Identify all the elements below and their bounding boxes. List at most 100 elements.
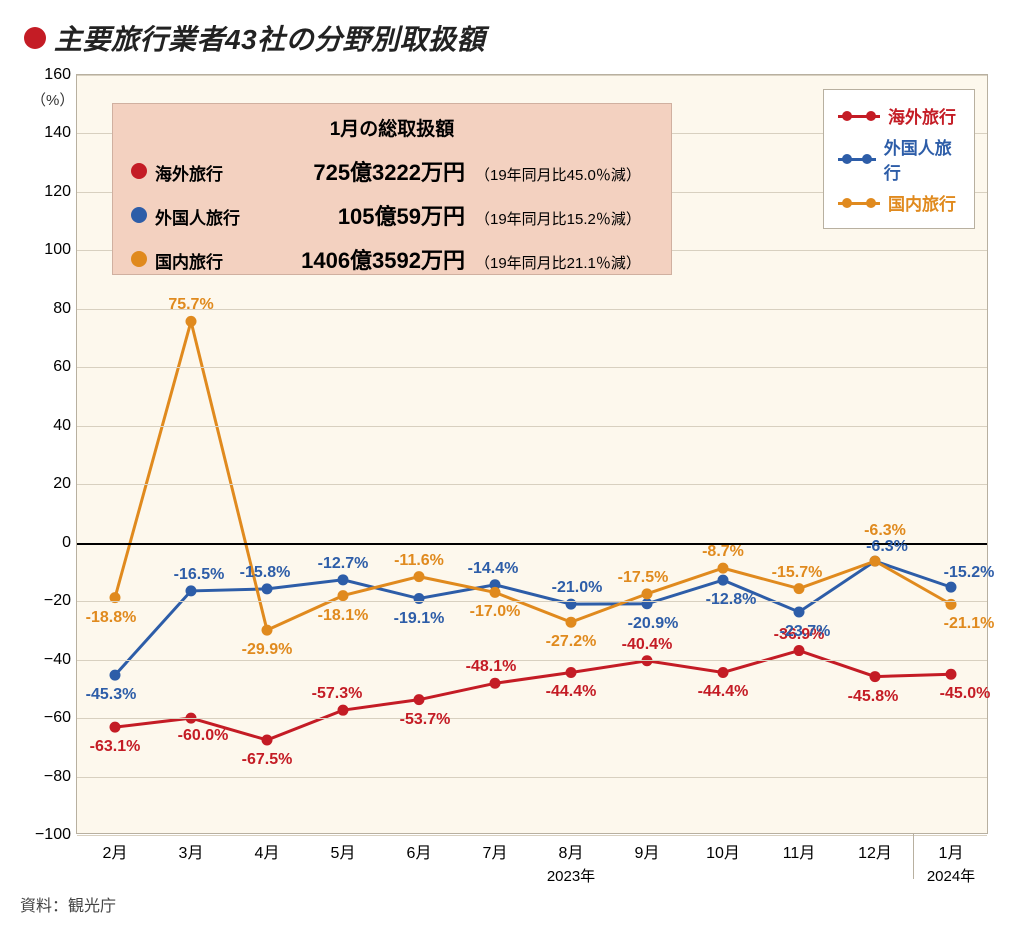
y-tick-label: −80 bbox=[44, 768, 77, 786]
data-label-foreign: -16.5% bbox=[174, 566, 225, 584]
series-marker-domestic bbox=[566, 617, 577, 628]
series-marker-domestic bbox=[186, 316, 197, 327]
summary-name: 外国人旅行 bbox=[155, 204, 265, 229]
gridline bbox=[77, 660, 987, 661]
data-label-domestic: -21.1% bbox=[944, 615, 995, 633]
summary-row: 外国人旅行105億59万円（19年同月比15.2％減） bbox=[113, 193, 671, 237]
legend-swatch-icon bbox=[838, 152, 876, 166]
summary-note: （19年同月比21.1％減） bbox=[475, 252, 641, 273]
summary-value: 725億3222万円 bbox=[265, 155, 475, 187]
plot-area: −100−80−60−40−20020406080100120140160（%）… bbox=[76, 74, 988, 834]
legend-swatch-icon bbox=[838, 109, 880, 123]
series-marker-domestic bbox=[338, 590, 349, 601]
series-marker-overseas bbox=[870, 671, 881, 682]
series-marker-domestic bbox=[794, 583, 805, 594]
gridline bbox=[77, 835, 987, 836]
data-label-overseas: -53.7% bbox=[400, 711, 451, 729]
series-marker-foreign bbox=[262, 583, 273, 594]
y-tick-label: 120 bbox=[44, 183, 77, 201]
series-marker-foreign bbox=[338, 574, 349, 585]
legend-item: 海外旅行 bbox=[838, 100, 960, 131]
series-marker-domestic bbox=[642, 588, 653, 599]
legend-item: 外国人旅行 bbox=[838, 131, 960, 187]
gridline bbox=[77, 367, 987, 368]
zero-line bbox=[77, 543, 987, 545]
data-label-domestic: 75.7% bbox=[168, 296, 213, 314]
data-label-overseas: -44.4% bbox=[698, 683, 749, 701]
legend-label: 国内旅行 bbox=[888, 190, 956, 215]
data-label-overseas: -40.4% bbox=[622, 636, 673, 654]
data-label-overseas: -48.1% bbox=[466, 658, 517, 676]
x-tick-label: 5月 bbox=[331, 833, 356, 863]
data-label-domestic: -8.7% bbox=[702, 543, 744, 561]
data-label-foreign: -15.8% bbox=[240, 564, 291, 582]
data-label-domestic: -29.9% bbox=[242, 641, 293, 659]
data-label-domestic: -18.8% bbox=[86, 609, 137, 627]
data-label-overseas: -63.1% bbox=[90, 738, 141, 756]
series-marker-domestic bbox=[718, 563, 729, 574]
series-marker-overseas bbox=[490, 678, 501, 689]
data-label-domestic: -15.7% bbox=[772, 564, 823, 582]
y-tick-label: 80 bbox=[53, 300, 77, 318]
summary-note: （19年同月比15.2％減） bbox=[475, 208, 641, 229]
gridline bbox=[77, 777, 987, 778]
x-tick-label: 7月 bbox=[483, 833, 508, 863]
y-tick-label: 40 bbox=[53, 417, 77, 435]
summary-value: 105億59万円 bbox=[265, 199, 475, 231]
x-tick-label: 6月 bbox=[407, 833, 432, 863]
series-marker-overseas bbox=[262, 735, 273, 746]
summary-dot-icon bbox=[131, 251, 147, 267]
x-tick-label: 12月 bbox=[858, 833, 892, 863]
y-tick-label: 100 bbox=[44, 241, 77, 259]
series-marker-overseas bbox=[946, 669, 957, 680]
x-tick-label: 2月 bbox=[103, 833, 128, 863]
x-tick-label: 3月 bbox=[179, 833, 204, 863]
series-marker-domestic bbox=[490, 587, 501, 598]
series-marker-domestic bbox=[262, 625, 273, 636]
series-marker-foreign bbox=[110, 670, 121, 681]
series-marker-overseas bbox=[642, 655, 653, 666]
y-tick-label: 160 bbox=[44, 66, 77, 84]
data-label-foreign: -23.7% bbox=[780, 623, 831, 641]
gridline bbox=[77, 75, 987, 76]
series-marker-overseas bbox=[110, 722, 121, 733]
x-tick-label: 4月 bbox=[255, 833, 280, 863]
summary-dot-icon bbox=[131, 207, 147, 223]
legend-item: 国内旅行 bbox=[838, 187, 960, 218]
series-marker-overseas bbox=[718, 667, 729, 678]
y-tick-label: 20 bbox=[53, 475, 77, 493]
data-label-foreign: -6.3% bbox=[866, 538, 908, 556]
series-marker-domestic bbox=[870, 556, 881, 567]
summary-row: 国内旅行1406億3592万円（19年同月比21.1％減） bbox=[113, 237, 671, 281]
summary-dot-icon bbox=[131, 163, 147, 179]
legend-label: 外国人旅行 bbox=[884, 134, 960, 184]
y-tick-label: −40 bbox=[44, 651, 77, 669]
chart-container: −100−80−60−40−20020406080100120140160（%）… bbox=[20, 64, 1004, 884]
x-tick-label: 1月2024年 bbox=[927, 833, 975, 886]
data-label-overseas: -57.3% bbox=[312, 685, 363, 703]
y-tick-label: −100 bbox=[35, 826, 77, 844]
data-label-foreign: -21.0% bbox=[552, 579, 603, 597]
x-tick-label: 9月 bbox=[635, 833, 660, 863]
series-marker-foreign bbox=[946, 582, 957, 593]
data-label-overseas: -45.0% bbox=[940, 685, 991, 703]
title-bullet-icon bbox=[24, 27, 46, 49]
y-tick-label: −60 bbox=[44, 709, 77, 727]
series-marker-foreign bbox=[186, 585, 197, 596]
series-line-overseas bbox=[115, 651, 951, 740]
summary-row: 海外旅行725億3222万円（19年同月比45.0％減） bbox=[113, 149, 671, 193]
data-label-foreign: -45.3% bbox=[86, 686, 137, 704]
y-tick-label: 60 bbox=[53, 358, 77, 376]
legend-label: 海外旅行 bbox=[888, 103, 956, 128]
x-tick-label: 11月 bbox=[783, 833, 816, 863]
series-marker-overseas bbox=[414, 694, 425, 705]
source-credit: 資料：観光庁 bbox=[20, 892, 116, 916]
gridline bbox=[77, 601, 987, 602]
page-title: 主要旅行業者43社の分野別取扱額 bbox=[54, 18, 485, 58]
series-marker-foreign bbox=[718, 575, 729, 586]
data-label-domestic: -17.5% bbox=[618, 569, 669, 587]
x-tick-sublabel: 2023年 bbox=[547, 865, 595, 886]
data-label-domestic: -27.2% bbox=[546, 633, 597, 651]
data-label-overseas: -45.8% bbox=[848, 688, 899, 706]
y-unit-label: （%） bbox=[31, 89, 74, 110]
